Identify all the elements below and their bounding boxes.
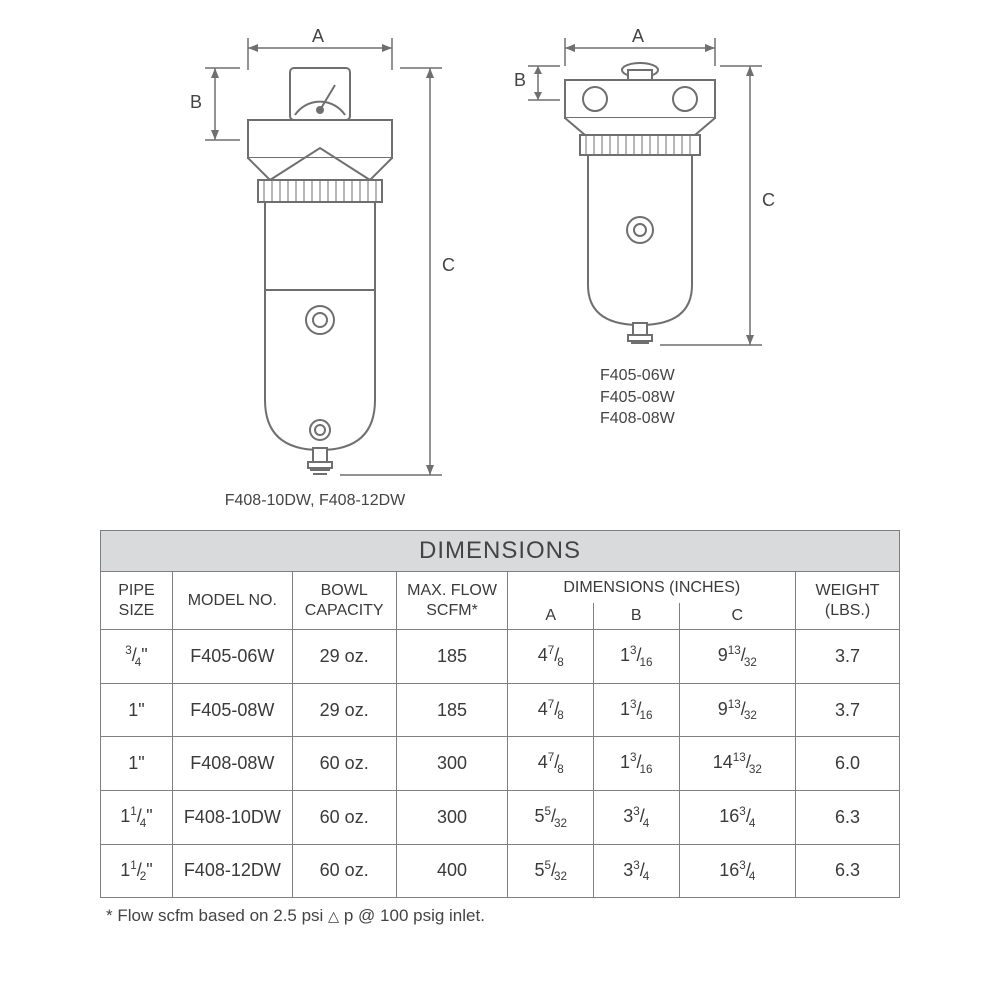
th-dim-c: C: [679, 603, 796, 630]
th-dimensions-group: DIMENSIONS (INCHES): [508, 572, 796, 604]
cell-dim-a: 47/8: [508, 630, 594, 684]
th-max-flow: MAX. FLOW SCFM*: [396, 572, 508, 630]
cell-dim-c: 163/4: [679, 844, 796, 898]
cell-dim-c: 1413/32: [679, 737, 796, 791]
cell-pipe-size: 11/4": [101, 790, 173, 844]
cell-bowl: 29 oz.: [292, 683, 396, 737]
cell-dim-b: 33/4: [594, 844, 680, 898]
filter-large-svg: [170, 30, 470, 490]
th-weight: WEIGHT (LBS.): [796, 572, 900, 630]
dim-b-label-left: B: [190, 92, 202, 113]
cell-model: F405-06W: [172, 630, 292, 684]
caption-right-line: F408-08W: [600, 408, 750, 430]
cell-pipe-size: 1": [101, 683, 173, 737]
cell-flow: 185: [396, 683, 508, 737]
cell-pipe-size: 11/2": [101, 844, 173, 898]
cell-model: F408-08W: [172, 737, 292, 791]
table-title-row: DIMENSIONS: [101, 531, 900, 572]
dim-a-label-left: A: [312, 26, 324, 47]
cell-flow: 300: [396, 737, 508, 791]
cell-weight: 3.7: [796, 630, 900, 684]
dimensions-table: DIMENSIONS PIPE SIZE MODEL NO. BOWL CAPA…: [100, 530, 900, 898]
table-row: 1"F408-08W60 oz.30047/813/161413/326.0: [101, 737, 900, 791]
cell-model: F408-12DW: [172, 844, 292, 898]
cell-pipe-size: 1": [101, 737, 173, 791]
cell-dim-c: 913/32: [679, 630, 796, 684]
cell-dim-b: 13/16: [594, 683, 680, 737]
diagram-left: A B C: [170, 30, 470, 495]
cell-pipe-size: 3/4": [101, 630, 173, 684]
th-pipe-size: PIPE SIZE: [101, 572, 173, 630]
table-footnote: * Flow scfm based on 2.5 psi △ p @ 100 p…: [100, 906, 900, 926]
cell-weight: 6.3: [796, 844, 900, 898]
dim-c-label-right: C: [762, 190, 775, 211]
cell-dim-a: 55/32: [508, 790, 594, 844]
dim-a-label-right: A: [632, 26, 644, 47]
caption-right: F405-06W F405-08W F408-08W: [600, 365, 750, 430]
cell-weight: 6.0: [796, 737, 900, 791]
cell-weight: 6.3: [796, 790, 900, 844]
cell-bowl: 29 oz.: [292, 630, 396, 684]
diagram-right: A B C: [510, 30, 810, 365]
cell-flow: 300: [396, 790, 508, 844]
table-row: 11/2"F408-12DW60 oz.40055/3233/4163/46.3: [101, 844, 900, 898]
table-header-row: PIPE SIZE MODEL NO. BOWL CAPACITY MAX. F…: [101, 572, 900, 604]
table-row: 1"F405-08W29 oz.18547/813/16913/323.7: [101, 683, 900, 737]
table-row: 11/4"F408-10DW60 oz.30055/3233/4163/46.3: [101, 790, 900, 844]
cell-dim-a: 47/8: [508, 737, 594, 791]
cell-weight: 3.7: [796, 683, 900, 737]
diagrams-area: A B C: [100, 30, 900, 520]
dim-b-label-right: B: [514, 70, 526, 91]
cell-dim-c: 913/32: [679, 683, 796, 737]
cell-dim-a: 47/8: [508, 683, 594, 737]
filter-small-svg: [510, 30, 790, 360]
cell-bowl: 60 oz.: [292, 790, 396, 844]
cell-bowl: 60 oz.: [292, 844, 396, 898]
page: A B C: [100, 30, 900, 926]
caption-left: F408-10DW, F408-12DW: [185, 490, 445, 512]
caption-right-line: F405-08W: [600, 387, 750, 409]
cell-flow: 185: [396, 630, 508, 684]
cell-model: F408-10DW: [172, 790, 292, 844]
dim-c-label-left: C: [442, 255, 455, 276]
cell-dim-a: 55/32: [508, 844, 594, 898]
caption-right-line: F405-06W: [600, 365, 750, 387]
table-row: 3/4"F405-06W29 oz.18547/813/16913/323.7: [101, 630, 900, 684]
cell-dim-b: 33/4: [594, 790, 680, 844]
th-dim-b: B: [594, 603, 680, 630]
cell-bowl: 60 oz.: [292, 737, 396, 791]
th-model-no: MODEL NO.: [172, 572, 292, 630]
cell-dim-c: 163/4: [679, 790, 796, 844]
th-dim-a: A: [508, 603, 594, 630]
cell-flow: 400: [396, 844, 508, 898]
cell-dim-b: 13/16: [594, 737, 680, 791]
cell-model: F405-08W: [172, 683, 292, 737]
cell-dim-b: 13/16: [594, 630, 680, 684]
th-bowl: BOWL CAPACITY: [292, 572, 396, 630]
table-title: DIMENSIONS: [101, 531, 900, 572]
